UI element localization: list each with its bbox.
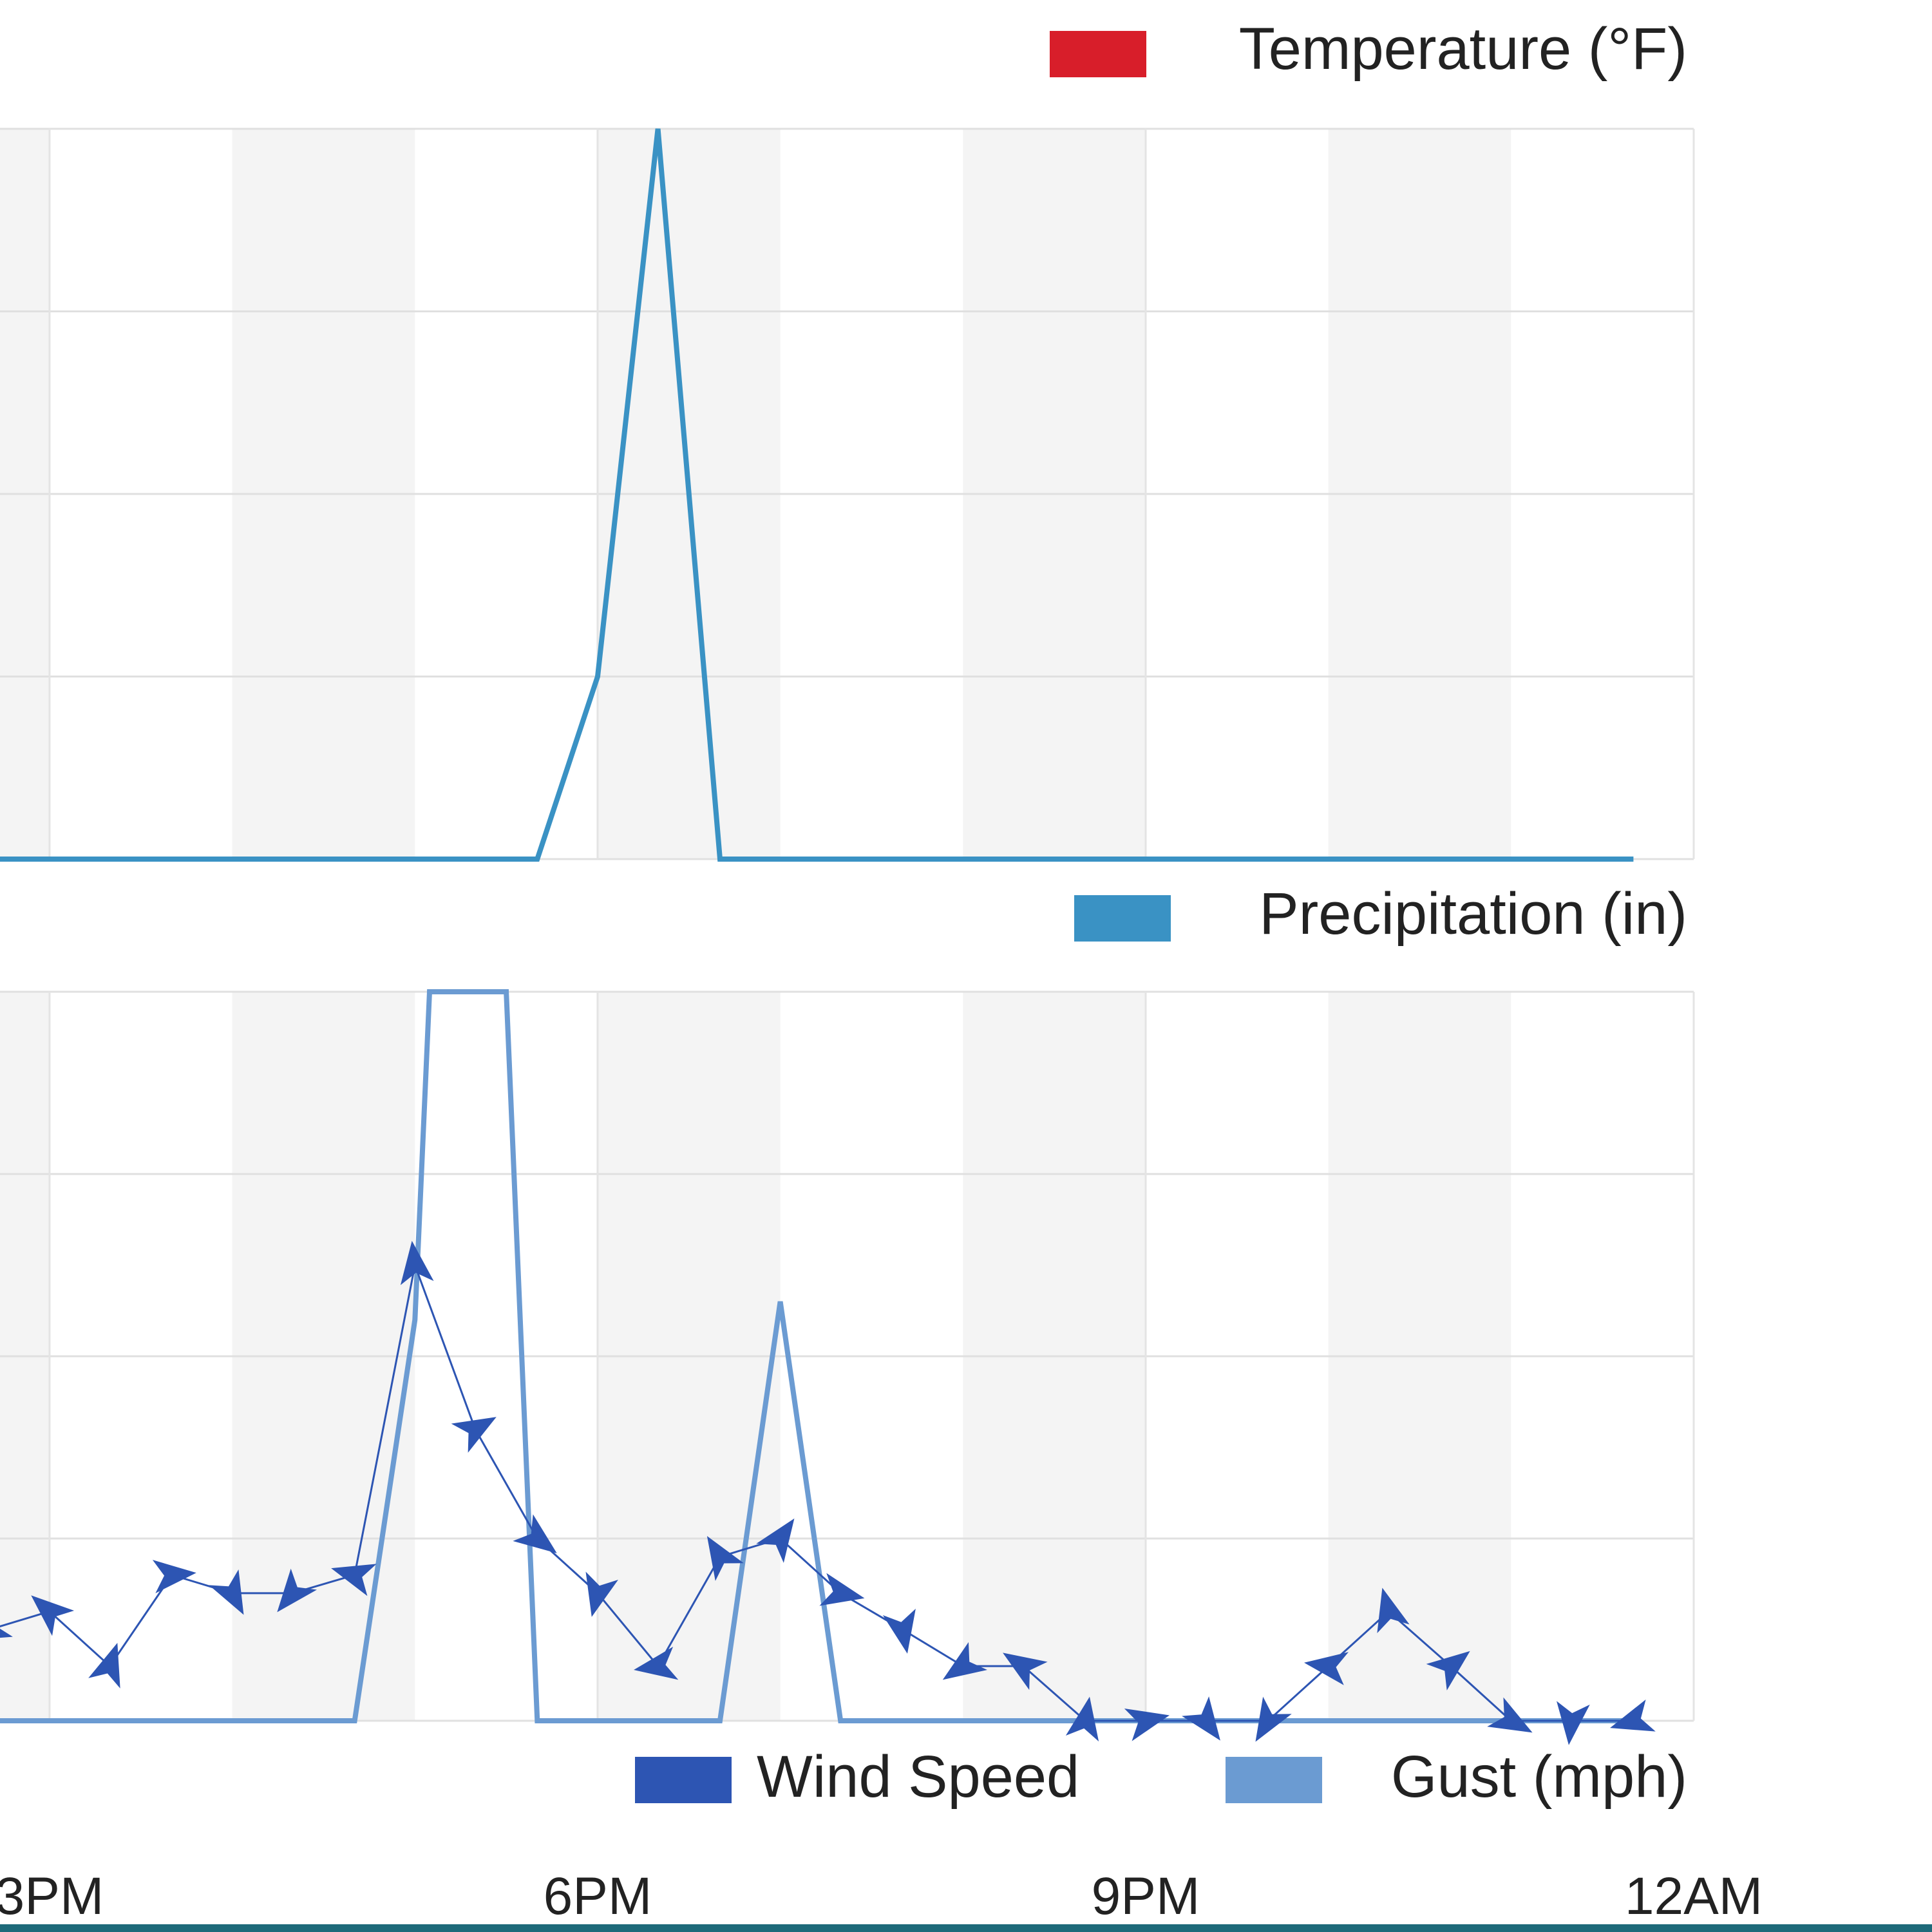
wind-arrow-shape <box>1610 1699 1656 1732</box>
x-axis-tick-labels: 3PM 6PM 9PM 12AM <box>0 1867 1763 1926</box>
wind-arrow-shape <box>331 1564 377 1596</box>
wind-arrow-shape <box>88 1642 120 1689</box>
wind-arrow-shape <box>882 1609 916 1654</box>
legend-wind-speed-label: Wind Speed <box>757 1744 1079 1810</box>
wind-direction-arrow <box>31 1595 75 1636</box>
wind-direction-arrow <box>1065 1696 1099 1742</box>
wind-arrow-shape <box>1487 1697 1533 1733</box>
legend-wind-speed: Wind Speed <box>635 1744 1079 1810</box>
wind-arrow-shape <box>756 1518 795 1563</box>
wind-direction-arrow <box>706 1536 744 1581</box>
legend-gust-swatch <box>1226 1757 1322 1803</box>
wind-arrow-shape <box>1182 1696 1220 1741</box>
wind-direction-arrow <box>1377 1587 1410 1633</box>
wind-direction-arrow <box>277 1568 317 1613</box>
wind-arrow-shape <box>1426 1651 1470 1690</box>
wind-arrow-shape <box>585 1571 618 1617</box>
wind-direction-arrow <box>819 1573 865 1606</box>
wind-direction-arrow <box>1487 1697 1533 1733</box>
wind-arrow-shape <box>400 1240 434 1285</box>
legend-gust-label: Gust (mph) <box>1391 1744 1687 1810</box>
wind-direction-arrow <box>1124 1708 1170 1741</box>
wind-direction-arrow <box>331 1564 377 1596</box>
wind-panel <box>0 989 1695 1745</box>
series-line <box>0 128 1634 862</box>
wind-series-group <box>0 989 1656 1745</box>
wind-arrow-shape <box>1377 1587 1410 1633</box>
wind-direction-arrow <box>1182 1696 1220 1741</box>
wind-direction-arrow <box>88 1642 120 1689</box>
wind-direction-arrow <box>942 1642 988 1680</box>
wind-arrow-shape <box>819 1573 865 1606</box>
legend-wind-speed-swatch <box>635 1757 732 1803</box>
x-tick-label: 6PM <box>544 1867 652 1926</box>
precipitation-series-group <box>0 128 1634 862</box>
x-tick-label: 3PM <box>0 1867 104 1926</box>
bottom-border-strip <box>0 1924 1932 1932</box>
wind-direction-arrow <box>1255 1696 1292 1742</box>
wind-arrow-shape <box>152 1560 196 1593</box>
wind-direction-arrow <box>1557 1701 1590 1745</box>
wind-arrow-shape <box>1065 1696 1099 1742</box>
legend-precipitation: Precipitation (in) <box>1074 881 1687 947</box>
wind-arrow-shape <box>1304 1652 1349 1685</box>
legend-precipitation-label: Precipitation (in) <box>1259 881 1687 947</box>
wind-direction-arrow <box>400 1240 434 1285</box>
wind-arrow-shape <box>1255 1696 1292 1742</box>
wind-arrow-shape <box>706 1536 744 1581</box>
wind-direction-arrow <box>756 1518 795 1563</box>
legend-gust: Gust (mph) <box>1226 1744 1687 1810</box>
wind-direction-arrow <box>585 1571 618 1617</box>
wind-arrow-shape <box>277 1568 317 1613</box>
wind-direction-arrow <box>209 1569 244 1615</box>
legend-temperature-swatch <box>1050 31 1146 77</box>
wind-direction-arrow <box>882 1609 916 1654</box>
wind-arrow-shape <box>209 1569 244 1615</box>
wind-arrow-shape <box>634 1647 679 1680</box>
wind-arrow-shape <box>1557 1701 1590 1745</box>
wind-arrow-shape <box>31 1595 75 1636</box>
series-line <box>0 989 1634 1723</box>
wind-direction-arrow <box>634 1647 679 1680</box>
wind-direction-arrow <box>451 1417 497 1453</box>
x-tick-label: 12AM <box>1625 1867 1763 1926</box>
wind-direction-arrow <box>1610 1699 1656 1732</box>
wind-direction-arrow <box>152 1560 196 1593</box>
x-tick-label: 9PM <box>1092 1867 1200 1926</box>
wind-arrow-shape <box>1003 1653 1048 1690</box>
wind-arrow-shape <box>451 1417 497 1453</box>
legend-temperature: Temperature (°F) <box>1050 16 1687 82</box>
precipitation-gridlines <box>0 128 1695 860</box>
wind-direction-arrow <box>0 1606 13 1641</box>
legend-precipitation-swatch <box>1074 895 1171 942</box>
wind-arrow-shape <box>1124 1708 1170 1741</box>
legend-temperature-label: Temperature (°F) <box>1239 16 1687 82</box>
wind-direction-arrow <box>1003 1653 1048 1690</box>
wind-direction-arrow <box>513 1514 557 1553</box>
precipitation-panel <box>0 128 1695 862</box>
wind-arrow-shape <box>942 1642 988 1680</box>
wind-direction-arrow <box>1426 1651 1470 1690</box>
wind-arrow-shape <box>0 1606 13 1641</box>
wind-arrow-shape <box>513 1514 557 1553</box>
wind-direction-arrow <box>1304 1652 1349 1685</box>
